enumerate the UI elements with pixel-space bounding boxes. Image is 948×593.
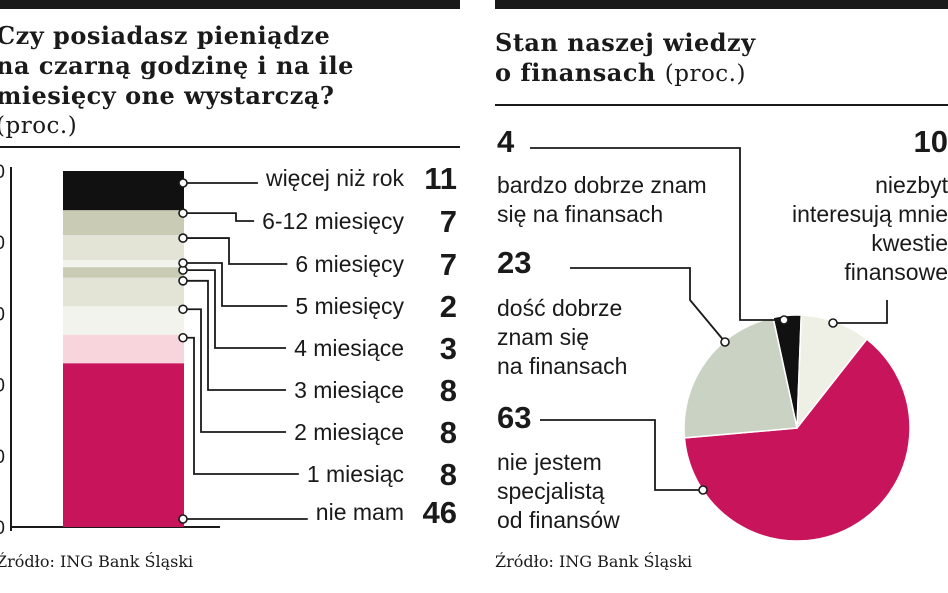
bar-value-label: 7 xyxy=(440,204,457,239)
y-tick-label: 40 xyxy=(0,376,5,397)
bar-category-label: więcej niż rok xyxy=(265,165,405,191)
bar-leader-dot xyxy=(178,514,188,524)
bar-segment xyxy=(63,334,184,364)
pie-slice-label: kwestie xyxy=(871,230,948,256)
pie-leader-line xyxy=(540,419,703,491)
bar-leader-line xyxy=(183,308,287,433)
pie-chart: 4 bardzo dobrze znam się na finansach 10 nie… xyxy=(497,124,948,542)
bar-value-label: 3 xyxy=(440,331,457,366)
pie-slice-label: nie jestem xyxy=(497,449,602,475)
bar-leader-line xyxy=(183,237,288,265)
pie-slice xyxy=(683,316,798,439)
bar-category-label: 6 miesięcy xyxy=(295,251,404,277)
bar-leader-dot xyxy=(178,332,188,343)
pie-slice-label: niezbyt xyxy=(875,172,948,198)
right-title-line-2: o finansach (proc.) xyxy=(495,58,746,87)
pie-value-label: 63 xyxy=(497,400,531,435)
stacked-bar-chart: 0 20 40 60 80 100 nie mam 46 1 miesiąc 8 2 miesiąc… xyxy=(0,161,457,539)
bar-category-label: 2 miesiące xyxy=(294,419,404,445)
bar-value-label: 8 xyxy=(440,457,457,492)
right-chart-title: Stan naszej wiedzy o finansach (proc.) xyxy=(495,28,756,89)
left-title-line-3: miesięcy one wystarczą? xyxy=(0,81,335,110)
bar-segment xyxy=(63,171,184,211)
bar-category-label: 4 miesiące xyxy=(294,335,404,361)
bar-leader-dot xyxy=(178,233,188,243)
pie-slice-label: od finansów xyxy=(497,507,620,533)
pie-slice-label: się na finansach xyxy=(497,201,663,227)
bar-value-label: 46 xyxy=(423,495,457,530)
bar-segment xyxy=(63,277,184,307)
bar-segment xyxy=(63,260,184,268)
bar-leader-dot xyxy=(178,275,188,286)
bar-category-label: 6-12 miesięcy xyxy=(262,208,404,234)
right-source: Źródło: ING Bank Śląski xyxy=(495,552,693,571)
bar-segment xyxy=(63,306,184,335)
pie-slice-label: interesują mnie xyxy=(792,201,948,227)
right-divider xyxy=(495,104,948,106)
right-title-line-1: Stan naszej wiedzy xyxy=(495,28,756,57)
y-tick-label: 100 xyxy=(0,162,5,183)
bar-leader-line xyxy=(183,269,287,349)
pie-slice-label: dość dobrze xyxy=(497,295,622,321)
pie-leader-dot xyxy=(720,337,730,347)
bar-category-label: 5 miesięcy xyxy=(295,293,404,319)
bar-segment xyxy=(63,267,184,278)
right-title-unit: (proc.) xyxy=(664,61,746,87)
left-title-line-2: na czarną godzinę i na ile xyxy=(0,51,354,80)
pie-leader-line xyxy=(530,147,784,321)
pie-slice-label: znam się xyxy=(497,324,589,350)
left-divider xyxy=(0,146,460,148)
y-tick-label: 80 xyxy=(0,233,5,254)
bar-category-label: 3 miesiące xyxy=(294,377,404,403)
bar-value-label: 8 xyxy=(440,415,457,450)
pie-slice-label: finansowe xyxy=(844,259,948,285)
y-tick-label: 0 xyxy=(0,518,5,539)
bar-leader-line xyxy=(183,336,299,475)
bar-leader-dot xyxy=(178,178,188,188)
pie-slice-label: bardzo dobrze znam xyxy=(497,172,707,198)
bar-leader-dot xyxy=(178,258,188,268)
left-title-unit: (proc.) xyxy=(0,113,78,139)
bar-category-label: 1 miesiąc xyxy=(307,461,404,487)
bar-leader-dot xyxy=(178,208,188,218)
bar-category-label: nie mam xyxy=(316,499,404,525)
pie-value-label: 10 xyxy=(914,124,948,159)
pie-leader-dot xyxy=(698,485,708,495)
bar-leader-dot xyxy=(178,304,188,315)
pie-slice xyxy=(683,338,911,542)
pie-leader-line xyxy=(570,267,726,343)
pie-leader-dot xyxy=(779,315,789,325)
left-top-bar xyxy=(0,0,460,9)
pie-leader-dot xyxy=(828,318,838,328)
bar-leader-line xyxy=(183,279,287,391)
left-chart-title: Czy posiadasz pieniądze na czarną godzin… xyxy=(0,21,354,141)
bar-value-label: 7 xyxy=(440,247,457,282)
pie-value-label: 4 xyxy=(497,124,515,159)
bar-value-label: 8 xyxy=(440,373,457,408)
bar-segment xyxy=(63,363,184,527)
bar-leader-line xyxy=(183,262,288,307)
left-source: Źródło: ING Bank Śląski xyxy=(0,552,194,571)
bar-value-label: 11 xyxy=(424,161,457,196)
pie-leader-line xyxy=(833,300,888,324)
right-top-bar xyxy=(495,0,948,9)
left-title-line-1: Czy posiadasz pieniądze xyxy=(0,21,331,50)
bar-leader-line xyxy=(183,212,255,222)
y-tick-label: 60 xyxy=(0,304,5,325)
bar-value-label: 2 xyxy=(440,289,457,324)
bar-segment xyxy=(63,235,184,260)
bar-segment xyxy=(63,210,184,236)
pie-value-label: 23 xyxy=(497,245,531,280)
pie-slice-label: specjalistą xyxy=(497,478,605,504)
pie-slice-label: na finansach xyxy=(497,353,627,379)
y-tick-label: 20 xyxy=(0,447,5,468)
